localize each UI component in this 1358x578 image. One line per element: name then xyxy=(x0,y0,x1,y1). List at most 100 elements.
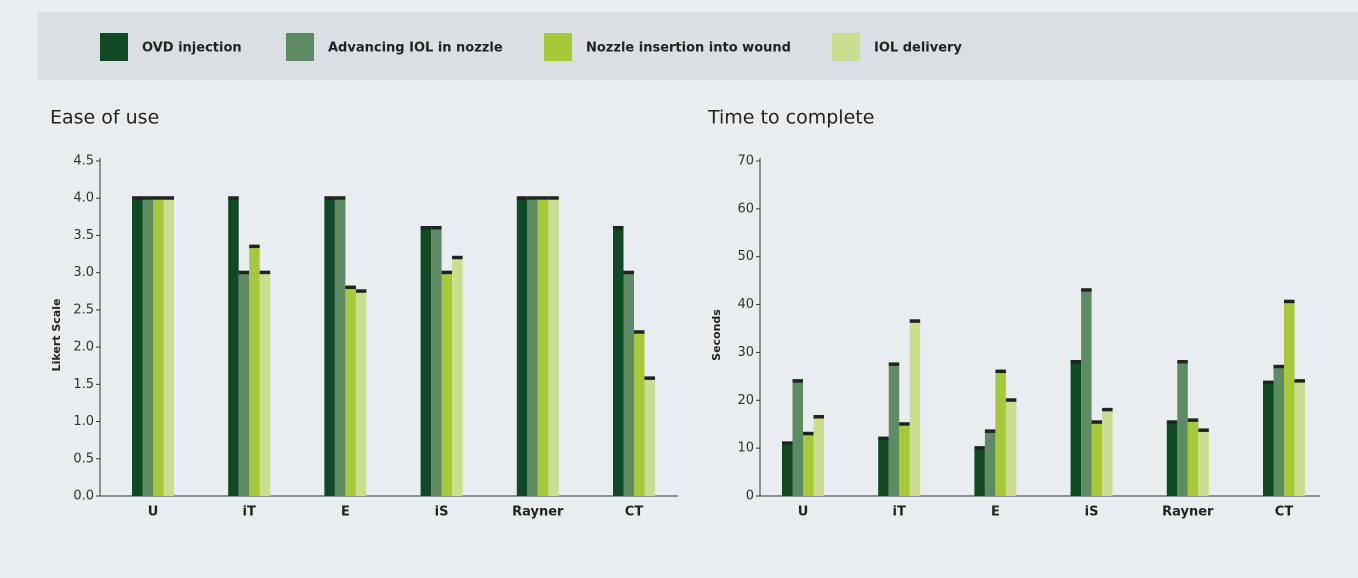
x-tick-label: U xyxy=(798,505,809,520)
y-tick-label: 4.0 xyxy=(73,191,94,206)
y-tick-label: 1.0 xyxy=(73,414,94,429)
bar-cap xyxy=(537,196,549,200)
chart-title: Ease of use xyxy=(50,107,159,129)
bar xyxy=(888,364,900,496)
legend-swatch xyxy=(832,33,860,61)
y-tick-label: 2.5 xyxy=(73,302,94,317)
bar xyxy=(548,198,559,496)
bar-cap xyxy=(1177,360,1188,364)
bar-cap xyxy=(1284,299,1295,304)
bar xyxy=(420,228,432,496)
x-tick-label: CT xyxy=(625,505,644,520)
bar-cap xyxy=(516,196,528,200)
bar-cap xyxy=(548,196,559,200)
bar xyxy=(1091,422,1103,496)
bar xyxy=(441,272,453,496)
bar-cap xyxy=(782,441,793,445)
bar-cap xyxy=(163,196,174,200)
y-tick-label: 0.5 xyxy=(73,451,94,466)
bar-cap xyxy=(420,226,432,230)
bar-cap xyxy=(345,285,356,290)
y-tick-label: 2.0 xyxy=(73,340,94,355)
chart-title: Time to complete xyxy=(707,107,874,129)
y-tick-label: 30 xyxy=(737,345,754,360)
y-tick-label: 10 xyxy=(737,441,754,456)
legend-label: OVD injection xyxy=(142,41,242,56)
bar-cap xyxy=(984,429,996,433)
legend-label: Nozzle insertion into wound xyxy=(586,41,791,56)
legend-label: Advancing IOL in nozzle xyxy=(328,41,503,56)
bar xyxy=(345,287,356,496)
bar-cap xyxy=(813,415,824,419)
bar-cap xyxy=(1081,288,1092,292)
bar-cap xyxy=(355,289,367,293)
bar-cap xyxy=(1263,380,1274,385)
bar-cap xyxy=(888,362,900,366)
bar xyxy=(238,272,250,496)
bar xyxy=(899,424,910,496)
bar-cap xyxy=(899,422,910,426)
bar xyxy=(249,246,260,496)
x-tick-label: iT xyxy=(893,505,906,520)
bar-cap xyxy=(324,196,335,200)
bar-cap xyxy=(249,244,260,249)
bar xyxy=(1070,362,1082,496)
bar-cap xyxy=(259,270,271,275)
bar-cap xyxy=(995,369,1006,374)
y-tick-label: 70 xyxy=(737,154,754,169)
y-tick-label: 4.5 xyxy=(73,154,94,169)
y-tick-label: 50 xyxy=(737,249,754,264)
bar-cap xyxy=(142,196,153,200)
bar-cap xyxy=(1198,428,1209,432)
bar-cap xyxy=(644,376,655,380)
bar xyxy=(613,228,624,496)
bar xyxy=(1294,381,1305,496)
bar xyxy=(803,433,814,496)
bar xyxy=(974,448,985,496)
bar-cap xyxy=(613,226,624,230)
legend-swatch xyxy=(286,33,314,61)
bar xyxy=(1273,366,1284,496)
bar-cap xyxy=(452,255,463,260)
bar xyxy=(644,378,655,496)
bar xyxy=(334,198,346,496)
bar-cap xyxy=(238,270,250,275)
y-axis-label: Likert Scale xyxy=(50,299,63,372)
x-tick-label: iS xyxy=(1085,505,1099,520)
bar-cap xyxy=(1102,407,1113,412)
y-tick-label: 0.0 xyxy=(73,489,94,504)
legend-label: IOL delivery xyxy=(874,41,962,56)
bar-cap xyxy=(1070,360,1082,364)
bar xyxy=(516,198,528,496)
legend-band xyxy=(38,12,1358,80)
bar-cap xyxy=(431,226,442,230)
legend-swatch xyxy=(100,33,128,61)
bar xyxy=(1102,409,1113,496)
bar xyxy=(228,198,239,496)
bar-cap xyxy=(1091,420,1103,424)
x-tick-label: E xyxy=(991,505,1000,520)
bar-cap xyxy=(441,270,453,275)
bar xyxy=(1081,290,1092,496)
bar xyxy=(527,198,538,496)
bar xyxy=(142,198,153,496)
bar xyxy=(431,228,442,496)
bar xyxy=(324,198,335,496)
bar xyxy=(782,443,793,496)
bar-cap xyxy=(228,196,239,200)
bar-cap xyxy=(153,196,164,200)
bar-cap xyxy=(334,196,346,200)
bar xyxy=(132,198,143,496)
bar-cap xyxy=(1187,418,1199,422)
bar-cap xyxy=(634,330,645,334)
bar-cap xyxy=(974,446,985,450)
bar xyxy=(878,438,889,496)
bar xyxy=(634,332,645,496)
x-tick-label: E xyxy=(341,505,350,520)
bar-cap xyxy=(909,319,921,323)
x-tick-label: iT xyxy=(243,505,256,520)
bar xyxy=(909,321,921,496)
legend-swatch xyxy=(544,33,572,61)
x-tick-label: iS xyxy=(435,505,449,520)
